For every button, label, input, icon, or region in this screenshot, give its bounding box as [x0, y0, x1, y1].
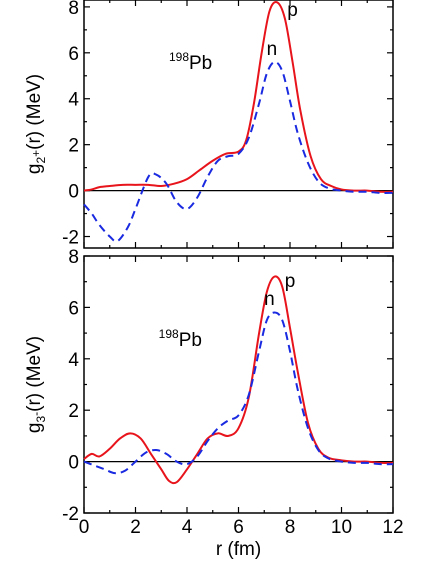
- curve-label-p: p: [285, 271, 296, 292]
- y-tick-label: 0: [68, 182, 79, 203]
- x-tick-label: 2: [130, 517, 141, 538]
- nucleus-label: 198Pb: [169, 50, 212, 74]
- x-tick-label: 0: [79, 517, 90, 538]
- y-tick-label: 6: [68, 298, 79, 319]
- x-tick-label: 8: [285, 517, 296, 538]
- series-line-p: [83, 275, 394, 485]
- plot-frame: [83, 255, 394, 514]
- series-line-n: [83, 60, 394, 243]
- y-tick-label: 8: [68, 247, 79, 268]
- y-tick-label: 8: [68, 0, 79, 19]
- x-tick-label: 12: [382, 517, 403, 538]
- y-tick-label: 2: [68, 401, 79, 422]
- nucleus-label: 198Pb: [159, 327, 202, 351]
- panel-top: 8 6 4 2 0 -2 pn 198Pb g2+(r) (MeV): [24, 0, 394, 249]
- x-axis-label: r (fm): [216, 539, 261, 560]
- curve-label-n: n: [264, 289, 275, 310]
- series-line-n: [83, 311, 394, 475]
- y-tick-label: 0: [68, 453, 79, 474]
- y-tick-label: 4: [68, 350, 79, 371]
- y-axis-label: g3-(r) (MeV): [24, 336, 48, 433]
- y-tick-label: 6: [68, 44, 79, 65]
- y-tick-label: -2: [62, 228, 79, 249]
- y-axis-label: g2+(r) (MeV): [24, 74, 48, 174]
- y-tick-label: 4: [68, 90, 79, 111]
- x-tick-label: 4: [182, 517, 193, 538]
- x-tick-label: 10: [331, 517, 352, 538]
- curve-label-n: n: [267, 39, 278, 60]
- x-tick-label: 6: [233, 517, 244, 538]
- plot-frame: [83, 0, 394, 249]
- curve-label-p: p: [287, 0, 298, 21]
- y-tick-label: -2: [62, 504, 79, 525]
- series-line-p: [83, 1, 394, 193]
- y-tick-label: 2: [68, 136, 79, 157]
